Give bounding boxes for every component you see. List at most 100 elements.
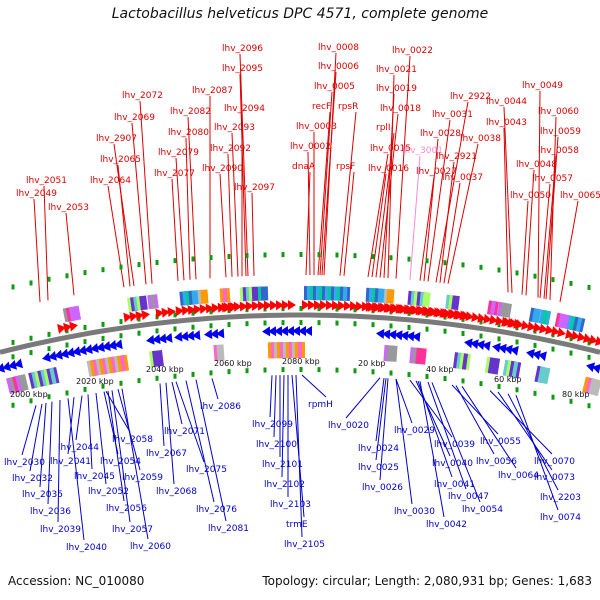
gene-label[interactable]: lhv_0016 <box>368 164 409 174</box>
gene-label[interactable]: lhv_2058 <box>112 435 153 445</box>
gene-label[interactable]: lhv_0059 <box>540 127 581 137</box>
gene-label[interactable]: lhv_0050 <box>510 191 551 201</box>
gene-label[interactable]: lhv_0006 <box>318 62 359 72</box>
gene-label[interactable]: lhv_2069 <box>114 113 155 123</box>
gene-label[interactable]: lhv_2040 <box>66 543 107 553</box>
gene-label[interactable]: lhv_0074 <box>540 513 581 523</box>
gene-label[interactable]: lhv_0058 <box>538 146 579 156</box>
gene-label[interactable]: lhv_2203 <box>540 493 581 503</box>
gene-label[interactable]: lhv_0022 <box>392 46 433 56</box>
gene-label[interactable]: lhv_2068 <box>156 487 197 497</box>
gene-label[interactable]: lhv_0047 <box>448 492 489 502</box>
gene-label[interactable]: lhv_0070 <box>534 457 575 467</box>
gene-label[interactable]: lhv_2087 <box>192 86 233 96</box>
gene-label[interactable]: lhv_2059 <box>122 473 163 483</box>
gene-label[interactable]: lhv_0005 <box>314 82 355 92</box>
gene-label[interactable]: lhv_2922 <box>450 92 491 102</box>
gene-label[interactable]: lhv_2041 <box>50 457 91 467</box>
gene-label[interactable]: lhv_2053 <box>48 203 89 213</box>
gene-label[interactable]: lhv_0064 <box>498 471 539 481</box>
gene-label[interactable]: lhv_0042 <box>426 520 467 530</box>
gene-label[interactable]: lhv_0019 <box>376 84 417 94</box>
gene-label[interactable]: lhv_2054 <box>100 457 141 467</box>
gene-label[interactable]: lhv_0055 <box>480 437 521 447</box>
gene-label[interactable]: lhv_0002 <box>290 142 331 152</box>
gene-label[interactable]: lhv_0008 <box>318 43 359 53</box>
gene-label[interactable]: lhv_2044 <box>58 443 99 453</box>
gene-label[interactable]: lhv_2065 <box>100 155 141 165</box>
gene-label[interactable]: lhv_0028 <box>420 129 461 139</box>
gene-label[interactable]: lhv_2071 <box>164 427 205 437</box>
gene-label[interactable]: lhv_2082 <box>170 107 211 117</box>
gene-label[interactable]: lhv_0025 <box>358 463 399 473</box>
gene-label[interactable]: lhv_0065 <box>560 191 600 201</box>
gene-label[interactable]: lhv_0044 <box>486 97 527 107</box>
gene-label[interactable]: lhv_2080 <box>168 128 209 138</box>
gene-label[interactable]: lhv_0024 <box>358 444 399 454</box>
gene-label[interactable]: lhv_2096 <box>222 44 263 54</box>
gene-label[interactable]: lhv_2097 <box>234 183 275 193</box>
gene-label[interactable]: lhv_0026 <box>362 483 403 493</box>
gene-label[interactable]: recF <box>312 102 331 112</box>
gene-label[interactable]: lhv_2032 <box>12 474 53 484</box>
gene-label[interactable]: rplI <box>376 123 391 133</box>
gene-label[interactable]: lhv_2101 <box>262 460 303 470</box>
gene-label[interactable]: lhv_0015 <box>370 144 411 154</box>
gene-label[interactable]: trmE <box>286 520 308 530</box>
gene-label[interactable]: lhv_0029 <box>394 426 435 436</box>
gene-label[interactable]: lhv_2921 <box>436 152 477 162</box>
gene-label[interactable]: dnaA <box>292 162 316 172</box>
gene-label[interactable]: lhv_2052 <box>88 487 129 497</box>
gene-label[interactable]: lhv_0043 <box>486 118 527 128</box>
gene-label[interactable]: lhv_0038 <box>460 134 501 144</box>
gene-label[interactable]: lhv_2092 <box>210 144 251 154</box>
gene-label[interactable]: lhv_2907 <box>96 134 137 144</box>
gene-label[interactable]: lhv_2056 <box>106 504 147 514</box>
gene-label[interactable]: lhv_0054 <box>462 505 503 515</box>
gene-label[interactable]: rpsF <box>336 162 355 172</box>
gene-label[interactable]: lhv_2036 <box>30 507 71 517</box>
gene-label[interactable]: lhv_2064 <box>90 176 131 186</box>
gene-label[interactable]: lhv_2075 <box>186 465 227 475</box>
gene-label[interactable]: lhv_0018 <box>380 104 421 114</box>
gene-label[interactable]: lhv_2057 <box>112 525 153 535</box>
gene-label[interactable]: lhv_3001 <box>402 146 443 156</box>
gene-label[interactable]: lhv_2049 <box>16 189 57 199</box>
gene-label[interactable]: lhv_2100 <box>256 440 297 450</box>
gene-label[interactable]: lhv_2090 <box>202 164 243 174</box>
gene-label[interactable]: lhv_2095 <box>222 64 263 74</box>
gene-label[interactable]: lhv_2079 <box>158 148 199 158</box>
gene-label[interactable]: lhv_0031 <box>432 110 473 120</box>
gene-label[interactable]: lhv_0048 <box>516 160 557 170</box>
gene-label[interactable]: lhv_0020 <box>328 421 369 431</box>
gene-label[interactable]: lhv_0003 <box>296 122 337 132</box>
gene-label[interactable]: lhv_2060 <box>130 542 171 552</box>
gene-label[interactable]: lhv_0021 <box>376 65 417 75</box>
gene-label[interactable]: lhv_2039 <box>40 525 81 535</box>
gene-label[interactable]: lhv_2102 <box>264 480 305 490</box>
gene-label[interactable]: lhv_0041 <box>434 480 475 490</box>
gene-label[interactable]: lhv_0030 <box>394 507 435 517</box>
gene-label[interactable]: lhv_0027 <box>416 167 457 177</box>
gene-label[interactable]: lhv_0056 <box>476 457 517 467</box>
gene-label[interactable]: lhv_2103 <box>270 500 311 510</box>
gene-label[interactable]: lhv_2051 <box>26 176 67 186</box>
gene-label[interactable]: lhv_2067 <box>146 449 187 459</box>
gene-label[interactable]: lhv_2072 <box>122 91 163 101</box>
gene-label[interactable]: lhv_2076 <box>196 505 237 515</box>
gene-label[interactable]: rpmH <box>308 400 333 410</box>
gene-label[interactable]: lhv_2093 <box>214 123 255 133</box>
gene-label[interactable]: lhv_0057 <box>532 174 573 184</box>
gene-label[interactable]: lhv_0039 <box>434 440 475 450</box>
gene-label[interactable]: lhv_0040 <box>432 459 473 469</box>
gene-label[interactable]: lhv_2105 <box>284 540 325 550</box>
gene-label[interactable]: lhv_0049 <box>522 81 563 91</box>
gene-label[interactable]: lhv_2086 <box>200 402 241 412</box>
gene-label[interactable]: lhv_2035 <box>22 490 63 500</box>
gene-label[interactable]: lhv_2045 <box>74 472 115 482</box>
gene-label[interactable]: lhv_2081 <box>208 524 249 534</box>
gene-label[interactable]: lhv_0037 <box>442 173 483 183</box>
gene-label[interactable]: lhv_0073 <box>534 473 575 483</box>
gene-label[interactable]: lhv_0060 <box>538 107 579 117</box>
gene-label[interactable]: rpsR <box>338 102 358 112</box>
